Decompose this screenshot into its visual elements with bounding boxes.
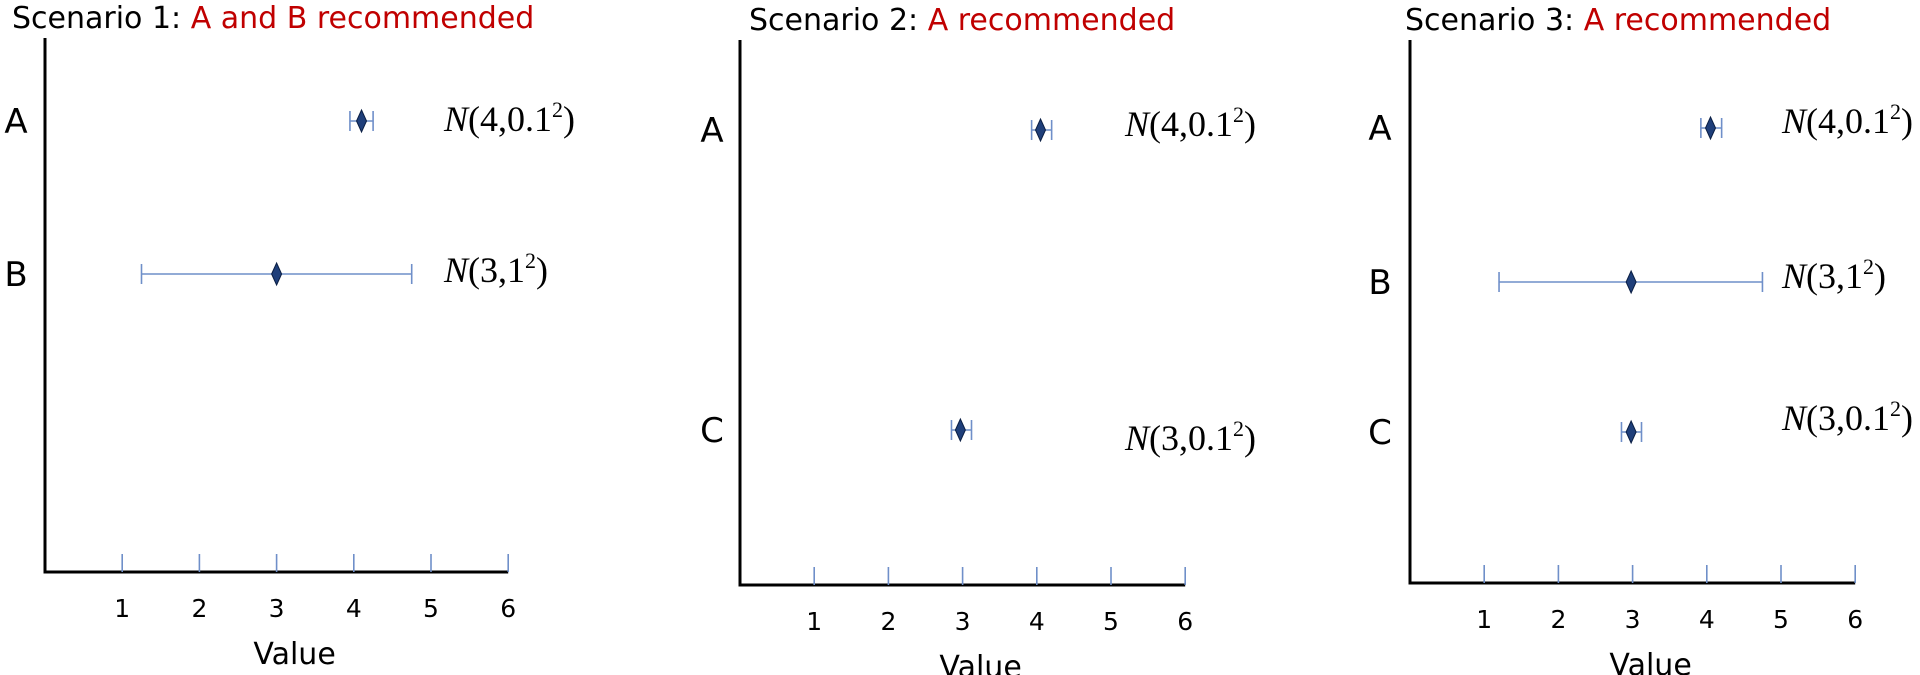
x-tick-label-1: 1 [1476, 605, 1492, 634]
chart-title-prefix: Scenario 2: [749, 3, 928, 38]
distribution-symbol: N [443, 99, 470, 139]
x-tick-label-4: 4 [1029, 607, 1045, 636]
x-tick-label-4: 4 [1699, 605, 1715, 634]
chart-panel-1: Scenario 1: A and B recommended 1 2 3 4 5 6 Val… [4, 1, 575, 672]
distribution-symbol: N [1124, 418, 1151, 458]
distribution-exponent: 2 [1233, 102, 1244, 127]
category-label-c: C [700, 411, 724, 451]
distribution-params: (4,0.1 [1806, 101, 1890, 141]
x-tick-label-5: 5 [423, 594, 439, 623]
distribution-label-c: N(3,0.12) [1781, 396, 1913, 438]
distribution-close: ) [1874, 256, 1886, 296]
distribution-exponent: 2 [1890, 99, 1901, 124]
x-tick-label-3: 3 [955, 607, 971, 636]
distribution-close: ) [1901, 101, 1913, 141]
x-tick-label-2: 2 [191, 594, 207, 623]
distribution-symbol: N [443, 250, 470, 290]
distribution-label-a: N(4,0.12) [1781, 99, 1913, 141]
x-axis-title: Value [253, 637, 335, 672]
distribution-exponent: 2 [1890, 396, 1901, 421]
x-tick-label-5: 5 [1773, 605, 1789, 634]
category-label-a: A [4, 102, 27, 142]
chart-title-highlight: A and B recommended [191, 1, 535, 36]
distribution-close: ) [1244, 104, 1256, 144]
category-label-a: A [700, 111, 723, 151]
x-tick-label-6: 6 [1177, 607, 1193, 636]
x-axis-title: Value [939, 650, 1021, 675]
distribution-params: (4,0.1 [468, 99, 552, 139]
chart-title-highlight: A recommended [928, 3, 1176, 38]
x-tick-label-4: 4 [346, 594, 362, 623]
distribution-params: (3,1 [468, 250, 525, 290]
point-marker-a [355, 108, 368, 134]
x-tick-label-6: 6 [500, 594, 516, 623]
distribution-exponent: 2 [525, 248, 536, 273]
category-label-c: C [1368, 413, 1392, 453]
category-label-b: B [1368, 263, 1391, 303]
point-marker-b [1625, 269, 1637, 295]
distribution-symbol: N [1781, 101, 1808, 141]
distribution-label-a: N(4,0.12) [443, 97, 575, 139]
distribution-exponent: 2 [552, 97, 563, 122]
x-axis-title: Value [1609, 648, 1691, 675]
x-tick-label-2: 2 [1550, 605, 1566, 634]
point-marker-c [1625, 419, 1637, 445]
category-label-b: B [4, 255, 27, 295]
distribution-symbol: N [1124, 104, 1151, 144]
distribution-params: (4,0.1 [1149, 104, 1233, 144]
distribution-label-b: N(3,12) [1781, 254, 1886, 296]
chart-title-prefix: Scenario 3: [1405, 3, 1584, 38]
x-tick-label-1: 1 [114, 594, 130, 623]
distribution-symbol: N [1781, 398, 1808, 438]
chart-title-highlight: A recommended [1584, 3, 1832, 38]
distribution-exponent: 2 [1233, 416, 1244, 441]
point-marker-a [1034, 117, 1047, 143]
x-tick-label-3: 3 [269, 594, 285, 623]
x-tick-label-6: 6 [1847, 605, 1863, 634]
point-marker-c [954, 417, 966, 443]
distribution-params: (3,0.1 [1806, 398, 1890, 438]
distribution-close: ) [536, 250, 548, 290]
x-tick-label-1: 1 [806, 607, 822, 636]
point-marker-a [1704, 115, 1717, 141]
distribution-exponent: 2 [1863, 254, 1874, 279]
distribution-close: ) [1244, 418, 1256, 458]
distribution-label-b: N(3,12) [443, 248, 548, 290]
point-marker-b [271, 261, 283, 287]
x-tick-label-5: 5 [1103, 607, 1119, 636]
category-label-a: A [1368, 109, 1391, 149]
chart-title: Scenario 3: A recommended [1405, 3, 1831, 38]
distribution-symbol: N [1781, 256, 1808, 296]
x-tick-label-3: 3 [1625, 605, 1641, 634]
distribution-label-a: N(4,0.12) [1124, 102, 1256, 144]
x-tick-label-2: 2 [880, 607, 896, 636]
distribution-close: ) [563, 99, 575, 139]
chart-title: Scenario 1: A and B recommended [12, 1, 534, 36]
chart-title: Scenario 2: A recommended [749, 3, 1175, 38]
distribution-params: (3,1 [1806, 256, 1863, 296]
distribution-params: (3,0.1 [1149, 418, 1233, 458]
distribution-close: ) [1901, 398, 1913, 438]
chart-title-prefix: Scenario 1: [12, 1, 191, 36]
distribution-label-c: N(3,0.12) [1124, 416, 1256, 458]
